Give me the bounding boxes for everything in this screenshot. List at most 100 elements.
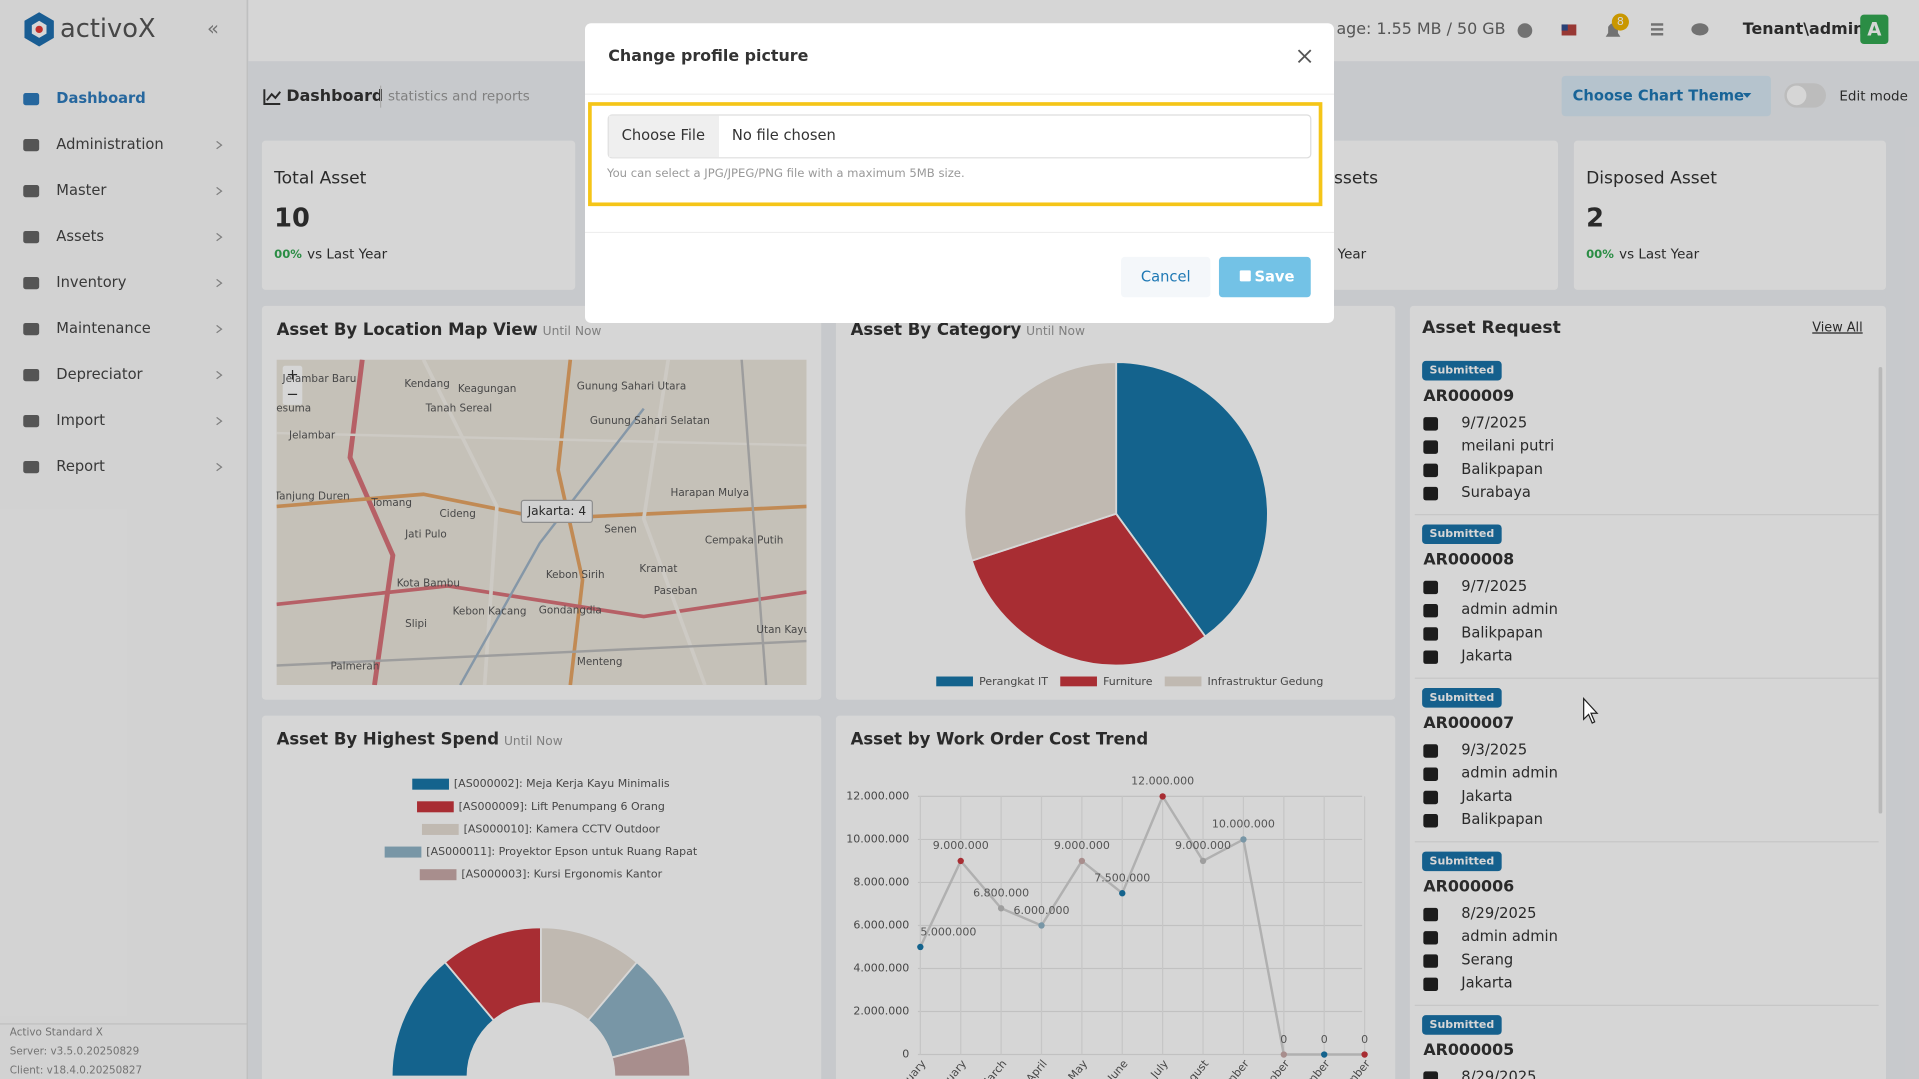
theme-button[interactable] [1561, 75, 1771, 117]
field-icon [1423, 417, 1439, 431]
data-label: 9.000.000 [933, 839, 989, 852]
map-place: Kendang [404, 378, 449, 390]
request-from: Serang [1461, 951, 1513, 968]
card-title: Disposed Asset [1586, 169, 1717, 189]
menu-icon [23, 230, 40, 244]
field-icon [1423, 650, 1439, 664]
legend-swatch [936, 676, 973, 687]
field-icon [1423, 463, 1439, 478]
collapse-button[interactable]: « [207, 17, 219, 40]
map-marker[interactable]: Jakarta: 4 [527, 504, 587, 518]
zoom-out[interactable]: − [286, 386, 298, 403]
menu-item[interactable]: Depreciator [56, 366, 143, 383]
map-place: Kota Bambu [397, 578, 460, 590]
cost-line [919, 793, 1365, 1056]
flag-icon[interactable] [1561, 24, 1577, 36]
modal-close[interactable] [1297, 49, 1312, 64]
request-id[interactable]: AR000006 [1423, 877, 1514, 896]
legend-label: Infrastruktur Gedung [1208, 675, 1324, 688]
menu-item[interactable]: Inventory [56, 274, 126, 291]
menu-item[interactable]: Import [56, 412, 105, 429]
data-point [1240, 836, 1247, 843]
menu-item[interactable]: Report [56, 458, 105, 475]
map-place: Slipi [405, 618, 427, 630]
card-note: vs Last Year [307, 247, 387, 262]
request-id[interactable]: AR000009 [1423, 386, 1514, 405]
field-icon [1423, 486, 1439, 501]
status-badge [1422, 1015, 1502, 1035]
card-value: 10 [274, 203, 310, 233]
status-label: Submitted [1430, 527, 1495, 540]
view-all-link[interactable]: View All [1812, 320, 1862, 335]
user-name[interactable]: Tenant\admin [1743, 19, 1865, 38]
field-icon [1423, 440, 1439, 454]
logo-dot [35, 25, 43, 34]
save-label: Save [1254, 269, 1294, 286]
cancel-button[interactable] [1121, 256, 1211, 298]
data-label: 6.800.000 [973, 887, 1029, 900]
help-icon[interactable] [1517, 23, 1533, 38]
chat-icon[interactable] [1691, 23, 1709, 36]
field-icon [1423, 954, 1439, 968]
field-icon [1423, 627, 1439, 641]
page-title: Dashboard [286, 86, 383, 105]
file-status: No file chosen [732, 127, 836, 144]
data-label: 6.000.000 [1014, 904, 1070, 917]
data-point [1321, 1051, 1328, 1058]
request-date: 8/29/2025 [1461, 1069, 1536, 1079]
menu-item[interactable]: Dashboard [56, 90, 146, 107]
data-label: 10.000.000 [1212, 818, 1275, 831]
panel-badge: Until Now [1026, 324, 1085, 338]
data-label: 0 [1280, 1033, 1287, 1046]
request-id[interactable]: AR000007 [1423, 713, 1514, 732]
menu-chevron [216, 232, 223, 242]
avatar[interactable] [1860, 14, 1889, 45]
status-label: Submitted [1430, 691, 1495, 704]
y-tick-label: 0 [902, 1048, 909, 1061]
menu-item[interactable]: Assets [56, 228, 104, 245]
menu-icon [23, 368, 40, 382]
card-value: 2 [1586, 203, 1604, 233]
save-button[interactable] [1218, 256, 1311, 298]
status-label: Submitted [1430, 364, 1495, 377]
scrollbar[interactable] [1878, 367, 1883, 814]
menu-item[interactable]: Maintenance [56, 320, 151, 337]
panel-badge: Until Now [543, 324, 602, 338]
menu-item[interactable]: Administration [56, 136, 163, 153]
caret [1742, 92, 1752, 98]
edit-mode-label: Edit mode [1839, 90, 1907, 105]
map[interactable]: + − Jelambar Baru Kendang Keagungan Gunung … [273, 359, 810, 686]
card-change: 00% [274, 247, 302, 261]
zoom-control[interactable] [282, 365, 303, 405]
card-title: ssets [1334, 169, 1378, 189]
status-badge [1422, 360, 1502, 381]
legend-label: Furniture [1103, 675, 1153, 688]
version-info: Client: v18.4.0.20250827 [10, 1064, 142, 1076]
status-badge [1422, 851, 1502, 872]
notification-count: 8 [1617, 15, 1624, 28]
data-point [1078, 857, 1086, 865]
choose-file-button[interactable] [608, 115, 720, 158]
menu-item[interactable]: Master [56, 182, 107, 199]
request-date: 9/3/2025 [1461, 741, 1527, 758]
request-from: Jakarta [1460, 788, 1512, 805]
panel-title: Asset By Highest Spend [277, 730, 499, 749]
request-id[interactable]: AR000005 [1423, 1040, 1514, 1059]
zoom-in[interactable]: + [286, 367, 298, 384]
page-subtitle: statistics and reports [388, 90, 530, 105]
cancel-label: Cancel [1141, 269, 1191, 286]
tasks-icon[interactable] [1650, 23, 1664, 36]
map-marker-box [520, 499, 593, 523]
menu-chevron [216, 324, 223, 334]
field-icon [1423, 603, 1439, 618]
request-id[interactable]: AR000008 [1423, 549, 1514, 568]
file-input[interactable] [607, 114, 1312, 159]
donut-slice [610, 1036, 692, 1078]
data-point [1280, 1051, 1288, 1058]
storage-usage: age: 1.55 MB / 50 GB [1336, 19, 1505, 38]
field-icon [1423, 931, 1439, 945]
request-date: 9/7/2025 [1461, 578, 1527, 595]
request-to: Jakarta [1460, 648, 1512, 665]
